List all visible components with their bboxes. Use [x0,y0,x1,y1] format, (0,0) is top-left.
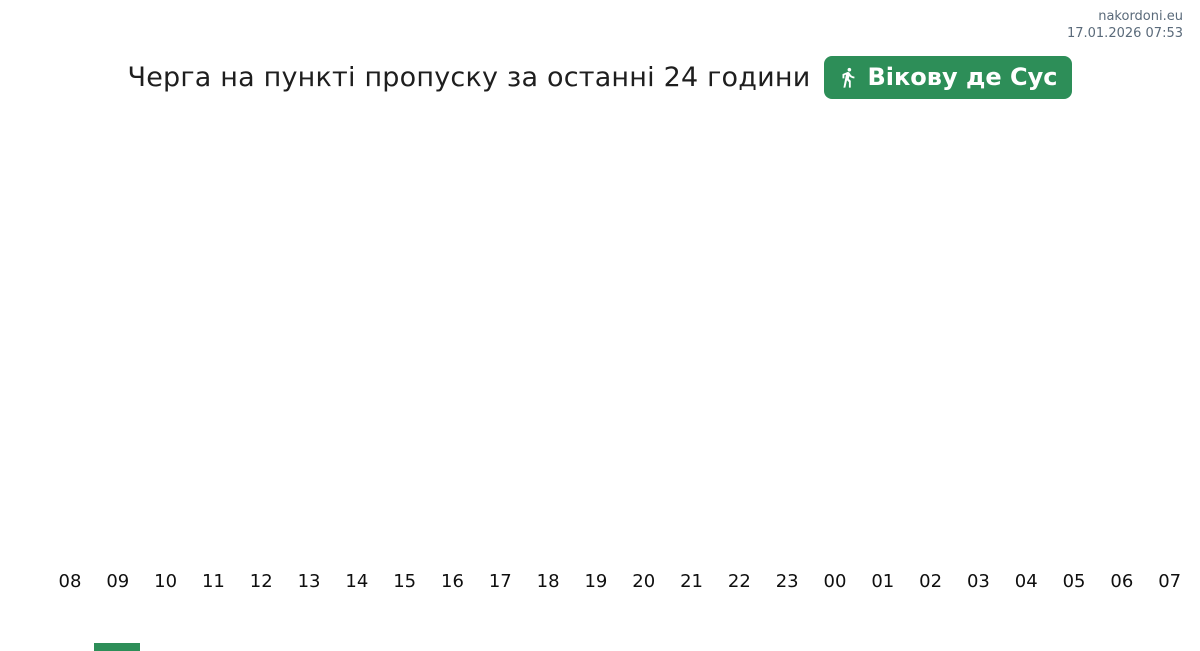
x-tick: 23 [775,571,799,592]
x-tick: 05 [1062,571,1086,592]
x-tick: 14 [345,571,369,592]
pedestrian-icon [837,64,859,91]
x-tick: 01 [871,571,895,592]
watermark: nakordoni.eu 17.01.2026 07:53 [1067,8,1183,42]
chart-title: Черга на пункті пропуску за останні 24 г… [127,62,811,93]
x-tick: 16 [441,571,464,592]
x-tick: 19 [584,571,608,592]
x-tick: 09 [106,571,130,592]
x-tick: 21 [680,571,704,592]
x-tick: 02 [919,571,943,592]
watermark-timestamp: 17.01.2026 07:53 [1066,26,1183,41]
x-tick: 04 [1014,571,1038,592]
chart-header: Черга на пункті пропуску за останні 24 г… [0,56,1200,99]
x-tick: 17 [488,571,512,592]
x-tick: 20 [632,571,656,592]
x-tick: 06 [1110,571,1134,592]
x-tick: 00 [823,571,847,592]
x-tick: 15 [393,571,417,592]
queue-bar-09 [93,643,140,651]
x-tick: 12 [249,571,273,592]
x-tick: 13 [297,571,321,592]
x-tick: 03 [966,571,990,592]
x-tick: 10 [154,571,178,592]
x-tick: 18 [536,571,560,592]
x-tick: 22 [727,571,751,592]
x-tick: 08 [58,571,82,592]
watermark-source: nakordoni.eu [1098,9,1183,24]
x-tick: 11 [201,571,225,592]
crossing-badge[interactable]: Вікову де Сус [823,56,1073,99]
x-axis: 08 09 10 11 12 13 14 15 16 17 18 19 20 21 22 23 00 01 02 03… [57,571,1183,592]
x-tick: 07 [1158,571,1182,592]
crossing-badge-label: Вікову де Сус [867,63,1058,91]
